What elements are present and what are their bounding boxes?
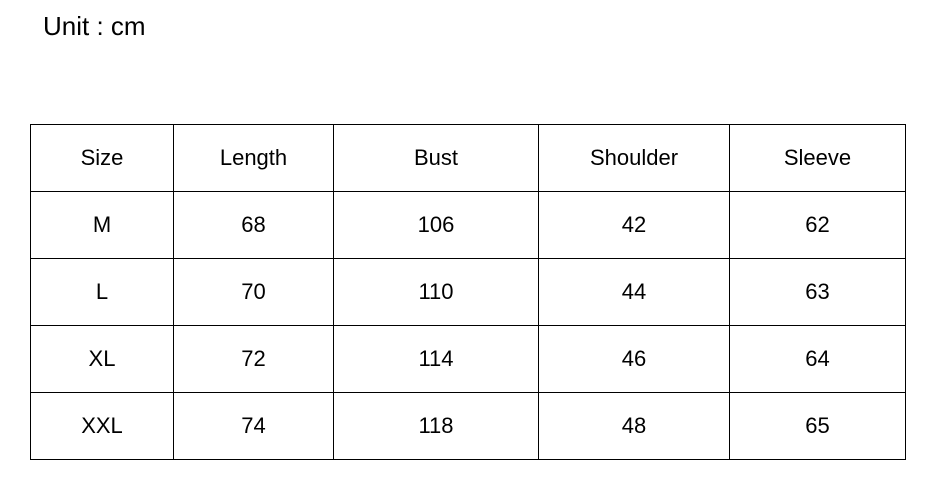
- table-cell: 63: [729, 258, 906, 326]
- table-cell: 65: [729, 392, 906, 460]
- table-cell: 46: [538, 325, 730, 393]
- table-cell: 114: [333, 325, 539, 393]
- table-cell: 64: [729, 325, 906, 393]
- column-header: Sleeve: [729, 124, 906, 192]
- table-cell: 72: [173, 325, 334, 393]
- table-cell: 42: [538, 191, 730, 259]
- table-cell: 106: [333, 191, 539, 259]
- table-row: M 68 106 42 62: [30, 191, 906, 259]
- table-cell: 44: [538, 258, 730, 326]
- header-row: Size Length Bust Shoulder Sleeve: [30, 124, 906, 192]
- column-header: Bust: [333, 124, 539, 192]
- table-cell: 62: [729, 191, 906, 259]
- column-header: Length: [173, 124, 334, 192]
- table-cell: 74: [173, 392, 334, 460]
- table-row: L 70 110 44 63: [30, 258, 906, 326]
- size-chart-table: Size Length Bust Shoulder Sleeve M 68 106 42 62 L 7…: [30, 124, 906, 460]
- table-row: XL 72 114 46 64: [30, 325, 906, 393]
- table-cell: 48: [538, 392, 730, 460]
- table-cell: 110: [333, 258, 539, 326]
- table-cell: M: [30, 191, 174, 259]
- table-cell: 68: [173, 191, 334, 259]
- table-cell: 70: [173, 258, 334, 326]
- unit-label: Unit : cm: [43, 11, 146, 41]
- table-cell: 118: [333, 392, 539, 460]
- column-header: Shoulder: [538, 124, 730, 192]
- table-row: XXL 74 118 48 65: [30, 392, 906, 460]
- table-cell: XL: [30, 325, 174, 393]
- column-header: Size: [30, 124, 174, 192]
- table-cell: L: [30, 258, 174, 326]
- table-cell: XXL: [30, 392, 174, 460]
